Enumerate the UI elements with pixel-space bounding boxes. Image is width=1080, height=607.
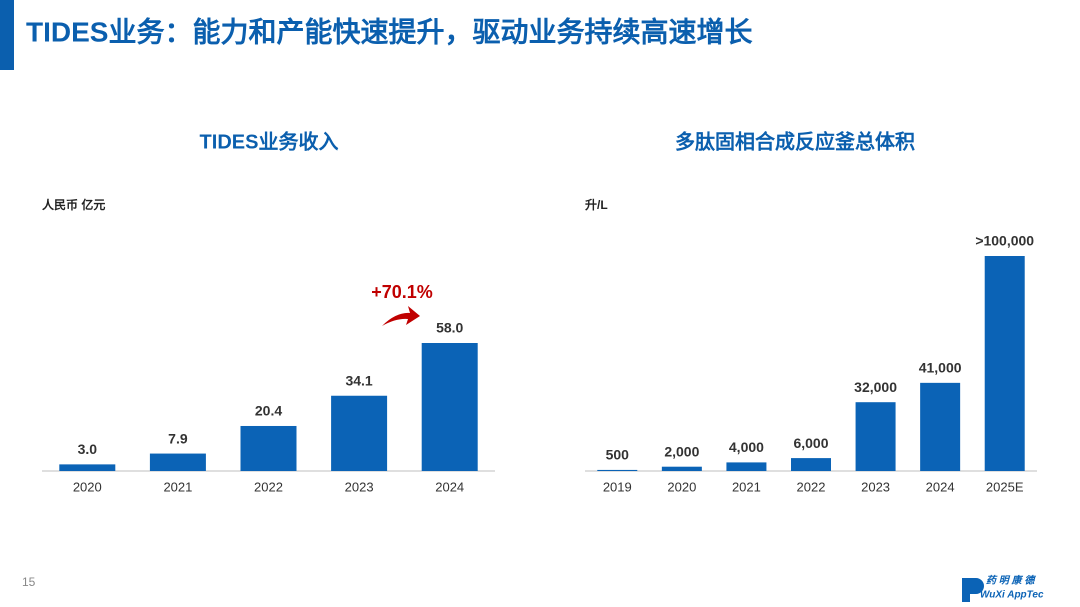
chart-title: 多肽固相合成反应釜总体积 [675, 129, 915, 153]
x-tick-label: 2021 [732, 479, 761, 494]
value-label: 20.4 [255, 403, 282, 419]
bar [149, 453, 206, 471]
bar [855, 402, 896, 471]
x-tick-label: 2021 [163, 479, 192, 494]
x-tick-label: 2024 [926, 479, 955, 494]
slide-title: TIDES业务：能力和产能快速提升，驱动业务持续高速增长 [26, 16, 752, 47]
page-number: 15 [22, 575, 36, 589]
bar [331, 395, 388, 471]
value-label: 4,000 [729, 439, 764, 455]
logo-mark [962, 578, 984, 602]
x-tick-label: 2023 [345, 479, 374, 494]
logo-en: WuXi AppTec [980, 590, 1044, 601]
header-accent [0, 0, 14, 70]
x-tick-label: 2025E [986, 479, 1024, 494]
bar [421, 343, 478, 471]
x-tick-label: 2023 [861, 479, 890, 494]
unit-label: 人民币 亿元 [42, 197, 105, 212]
bar [597, 469, 638, 471]
bar [240, 425, 297, 471]
logo: 药 明 康 德 WuXi AppTec [962, 575, 1044, 602]
value-label: 32,000 [854, 379, 897, 395]
growth-arrow [382, 306, 420, 326]
value-label: 500 [606, 447, 630, 463]
x-tick-label: 2024 [435, 479, 464, 494]
x-tick-label: 2020 [73, 479, 102, 494]
growth-annotation: +70.1% [371, 282, 433, 302]
x-tick-label: 2022 [797, 479, 826, 494]
bar [59, 464, 116, 471]
bar [661, 466, 702, 471]
logo-cn: 药 明 康 德 [986, 575, 1036, 587]
x-tick-label: 2019 [603, 479, 632, 494]
bar [984, 256, 1025, 471]
value-label: 7.9 [168, 430, 188, 446]
value-label: 2,000 [664, 443, 699, 459]
value-label: 58.0 [436, 320, 463, 336]
value-label: 3.0 [78, 441, 98, 457]
bar [920, 382, 961, 471]
unit-label: 升/L [585, 197, 608, 212]
bar [791, 458, 831, 471]
value-label: 34.1 [345, 372, 372, 388]
bar [726, 462, 767, 471]
value-label: 41,000 [919, 360, 962, 376]
chart-title: TIDES业务收入 [200, 129, 339, 153]
value-label: 6,000 [793, 435, 828, 451]
x-tick-label: 2022 [254, 479, 283, 494]
value-label: >100,000 [975, 233, 1034, 249]
x-tick-label: 2020 [667, 479, 696, 494]
